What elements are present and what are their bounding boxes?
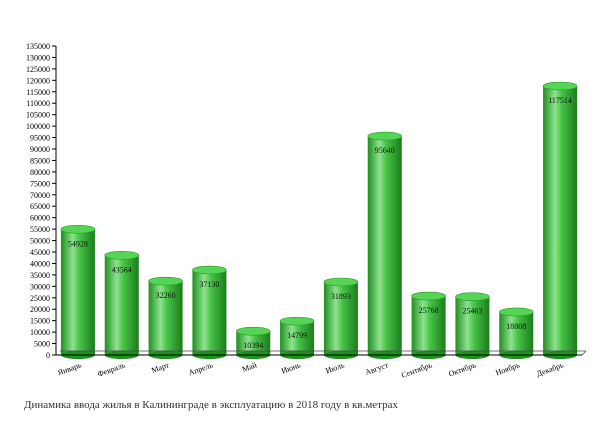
x-tick-label: Май — [241, 360, 259, 374]
bar-chart: 0 5000 10000 15000 20000 25000 30000 35000 40000… — [26, 42, 587, 380]
x-tick-label: Март — [150, 360, 171, 375]
y-tick-label: 25000 — [30, 294, 50, 303]
bar-body — [367, 136, 402, 355]
bar-value-label: 10394 — [243, 341, 263, 350]
bar: 32260 — [148, 276, 183, 359]
y-tick-label: 60000 — [30, 214, 50, 223]
bar: 43564 — [104, 250, 140, 359]
bar-value-label: 25463 — [462, 307, 482, 316]
bar-body — [411, 296, 446, 355]
bar: 10394 — [235, 326, 271, 359]
x-axis-corner-line — [581, 350, 587, 356]
bar-body — [60, 229, 95, 355]
y-tick-label: 90000 — [30, 145, 50, 154]
y-axis: 0 5000 10000 15000 20000 25000 30000 35000 40000… — [26, 42, 57, 360]
y-tick-label: 85000 — [30, 156, 50, 165]
bar-value-label: 31893 — [331, 292, 351, 301]
y-tick-label: 5000 — [34, 340, 50, 349]
bar-body — [543, 86, 578, 356]
x-tick-label: Апрель — [187, 360, 214, 377]
bar-value-label: 25768 — [419, 306, 439, 315]
y-tick-label: 65000 — [30, 202, 50, 211]
bars: 54928 43564 32260 37130 10394 14799 31893 95640… — [60, 81, 578, 359]
bar-value-label: 117514 — [548, 96, 572, 105]
bar-cap — [60, 224, 96, 234]
bar: 14799 — [279, 316, 315, 359]
bar-value-label: 18808 — [506, 322, 526, 331]
y-tick-label: 95000 — [30, 134, 50, 143]
chart-area: 0 5000 10000 15000 20000 25000 30000 35000 40000… — [26, 42, 587, 380]
bar-body — [499, 311, 534, 355]
x-tick-label: Декабрь — [535, 360, 565, 378]
y-tick-label: 55000 — [30, 225, 50, 234]
bar: 25463 — [455, 292, 490, 359]
x-tick-label: Ноябрь — [494, 360, 521, 377]
bar-body — [455, 296, 490, 355]
x-tick-label: Август — [364, 360, 390, 377]
x-tick-label: Июль — [324, 360, 345, 375]
y-tick-label: 0 — [46, 351, 50, 360]
chart-caption: Динамика ввода жилья в Калининграде в эк… — [24, 399, 398, 411]
bar-body — [280, 321, 315, 355]
y-tick-label: 110000 — [26, 99, 50, 108]
x-tick-label: Сентябрь — [400, 360, 434, 380]
bar-cap — [455, 292, 490, 302]
y-tick-label: 15000 — [30, 317, 50, 326]
bar-cap — [323, 277, 359, 287]
bar-cap — [367, 131, 403, 141]
y-tick-label: 40000 — [30, 259, 50, 268]
bar-value-label: 32260 — [156, 291, 176, 300]
x-tick-label: Январь — [57, 360, 83, 377]
x-tick-label: Июнь — [280, 360, 302, 375]
y-tick-label: 120000 — [26, 76, 50, 85]
y-tick-label: 70000 — [30, 191, 50, 200]
bar-body — [148, 281, 183, 355]
bar-body — [104, 255, 139, 355]
bar-cap — [542, 81, 578, 91]
bar: 95640 — [367, 131, 403, 359]
bar-cap — [104, 250, 140, 260]
y-tick-label: 35000 — [30, 271, 50, 280]
y-tick-label: 130000 — [26, 53, 50, 62]
y-tick-label: 115000 — [26, 88, 50, 97]
bar-value-label: 14799 — [287, 331, 307, 340]
y-tick-label: 75000 — [30, 179, 50, 188]
bar-body — [192, 270, 227, 355]
bar: 37130 — [192, 265, 227, 359]
bar: 25768 — [411, 291, 446, 359]
y-tick-label: 45000 — [30, 248, 50, 257]
y-tick-label: 50000 — [30, 237, 50, 246]
bar-cap — [279, 316, 315, 326]
bar-cap — [192, 265, 227, 275]
x-tick-label: Октябрь — [447, 360, 477, 378]
bar-cap — [411, 291, 446, 301]
y-tick-label: 135000 — [26, 42, 50, 51]
bar-body — [323, 282, 358, 355]
y-tick-label: 30000 — [30, 282, 50, 291]
bar-value-label: 37130 — [199, 280, 219, 289]
y-tick-label: 80000 — [30, 168, 50, 177]
bar: 54928 — [60, 224, 96, 359]
bar-body — [236, 331, 271, 355]
y-tick-label: 20000 — [30, 305, 50, 314]
bar: 117514 — [542, 81, 578, 359]
bar-cap — [148, 276, 183, 286]
bar: 31893 — [323, 277, 359, 359]
bar: 18808 — [498, 307, 534, 359]
y-tick-label: 100000 — [26, 122, 50, 131]
bar-value-label: 95640 — [375, 146, 395, 155]
bar-cap — [235, 326, 271, 336]
y-tick-label: 10000 — [30, 328, 50, 337]
bar-value-label: 43564 — [112, 265, 132, 274]
y-tick-label: 105000 — [26, 111, 50, 120]
x-tick-label: Февраль — [96, 360, 127, 378]
x-axis: Январь Февраль Март Апрель Май Июнь Июль Август… — [56, 350, 587, 380]
bar-cap — [498, 307, 534, 317]
bar-value-label: 54928 — [68, 239, 88, 248]
y-tick-label: 125000 — [26, 65, 50, 74]
